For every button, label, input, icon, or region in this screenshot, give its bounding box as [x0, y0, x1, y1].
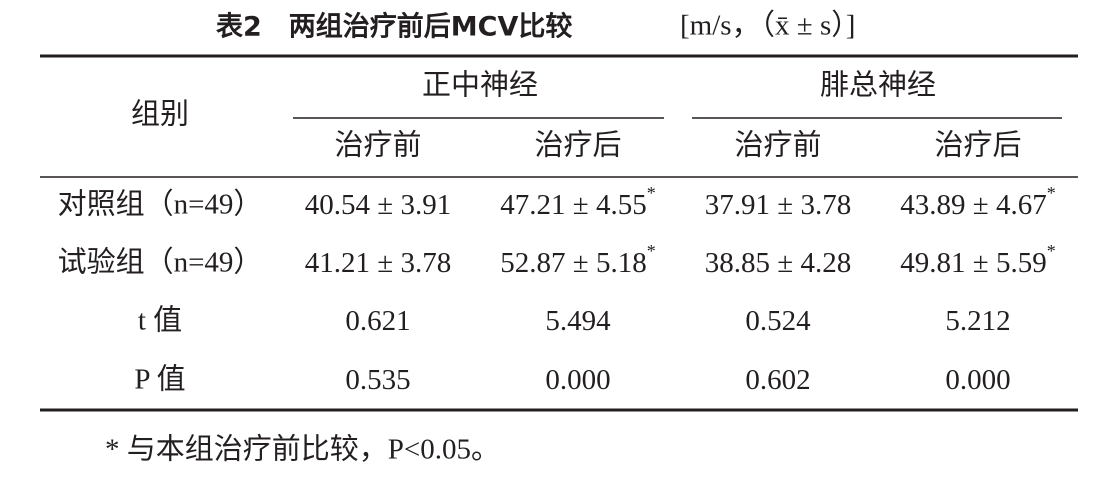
- cell-value: 0.621: [345, 305, 410, 337]
- cell-value: 0.000: [545, 364, 610, 396]
- footnote: * 与本组治疗前比较，P<0.05。: [105, 433, 500, 466]
- cell-value: 38.85 ± 4.28: [705, 247, 851, 279]
- column-header: 治疗前: [334, 129, 421, 162]
- row-label: t 值: [138, 304, 182, 337]
- cell: 0.000: [945, 364, 1010, 396]
- cell-value: 0.535: [345, 364, 410, 396]
- table-title: 表2 两组治疗前后MCV比较: [216, 11, 572, 43]
- group-header: 腓总神经: [820, 69, 936, 102]
- cell: 52.87 ± 5.18*: [500, 241, 655, 279]
- cell: 0.524: [745, 305, 811, 337]
- cell: 0.621: [345, 305, 410, 337]
- table-unit: [m/s，（x̄ ± s）]: [680, 10, 855, 42]
- cell-mark: *: [1047, 183, 1056, 203]
- cell-value: 41.21 ± 3.78: [305, 247, 451, 279]
- cell-value: 37.91 ± 3.78: [705, 189, 851, 221]
- cell-value: 0.524: [745, 305, 811, 337]
- cell-mark: *: [647, 241, 656, 261]
- cell: 5.494: [545, 305, 611, 337]
- cell: 0.602: [745, 364, 810, 396]
- cell: 5.212: [945, 305, 1010, 337]
- row-label: 对照组（n=49）: [58, 188, 263, 221]
- cell: 0.535: [345, 364, 410, 396]
- cell: 49.81 ± 5.59*: [900, 241, 1055, 279]
- cell-value: 0.000: [945, 364, 1010, 396]
- cell: 0.000: [545, 364, 610, 396]
- column-header: 治疗前: [734, 129, 821, 162]
- cell-value: 43.89 ± 4.67: [900, 189, 1046, 221]
- cell-mark: *: [647, 183, 656, 203]
- cell-value: 52.87 ± 5.18: [500, 247, 646, 279]
- row-label: 试验组（n=49）: [58, 246, 263, 279]
- cell-value: 40.54 ± 3.91: [305, 189, 451, 221]
- group-header: 正中神经: [422, 69, 538, 102]
- cell-value: 0.602: [745, 364, 810, 396]
- corner-header: 组别: [131, 98, 189, 131]
- cell: 40.54 ± 3.91: [305, 189, 451, 221]
- cell-value: 5.212: [945, 305, 1010, 337]
- cell-mark: *: [1047, 241, 1056, 261]
- cell: 47.21 ± 4.55*: [500, 183, 655, 221]
- cell: 38.85 ± 4.28: [705, 247, 851, 279]
- cell-value: 47.21 ± 4.55: [500, 189, 646, 221]
- cell: 41.21 ± 3.78: [305, 247, 451, 279]
- column-header: 治疗后: [534, 129, 621, 162]
- cell-value: 49.81 ± 5.59: [900, 247, 1046, 279]
- cell: 43.89 ± 4.67*: [900, 183, 1055, 221]
- cell-value: 5.494: [545, 305, 611, 337]
- column-header: 治疗后: [934, 129, 1021, 162]
- row-label: P 值: [134, 363, 185, 396]
- cell: 37.91 ± 3.78: [705, 189, 851, 221]
